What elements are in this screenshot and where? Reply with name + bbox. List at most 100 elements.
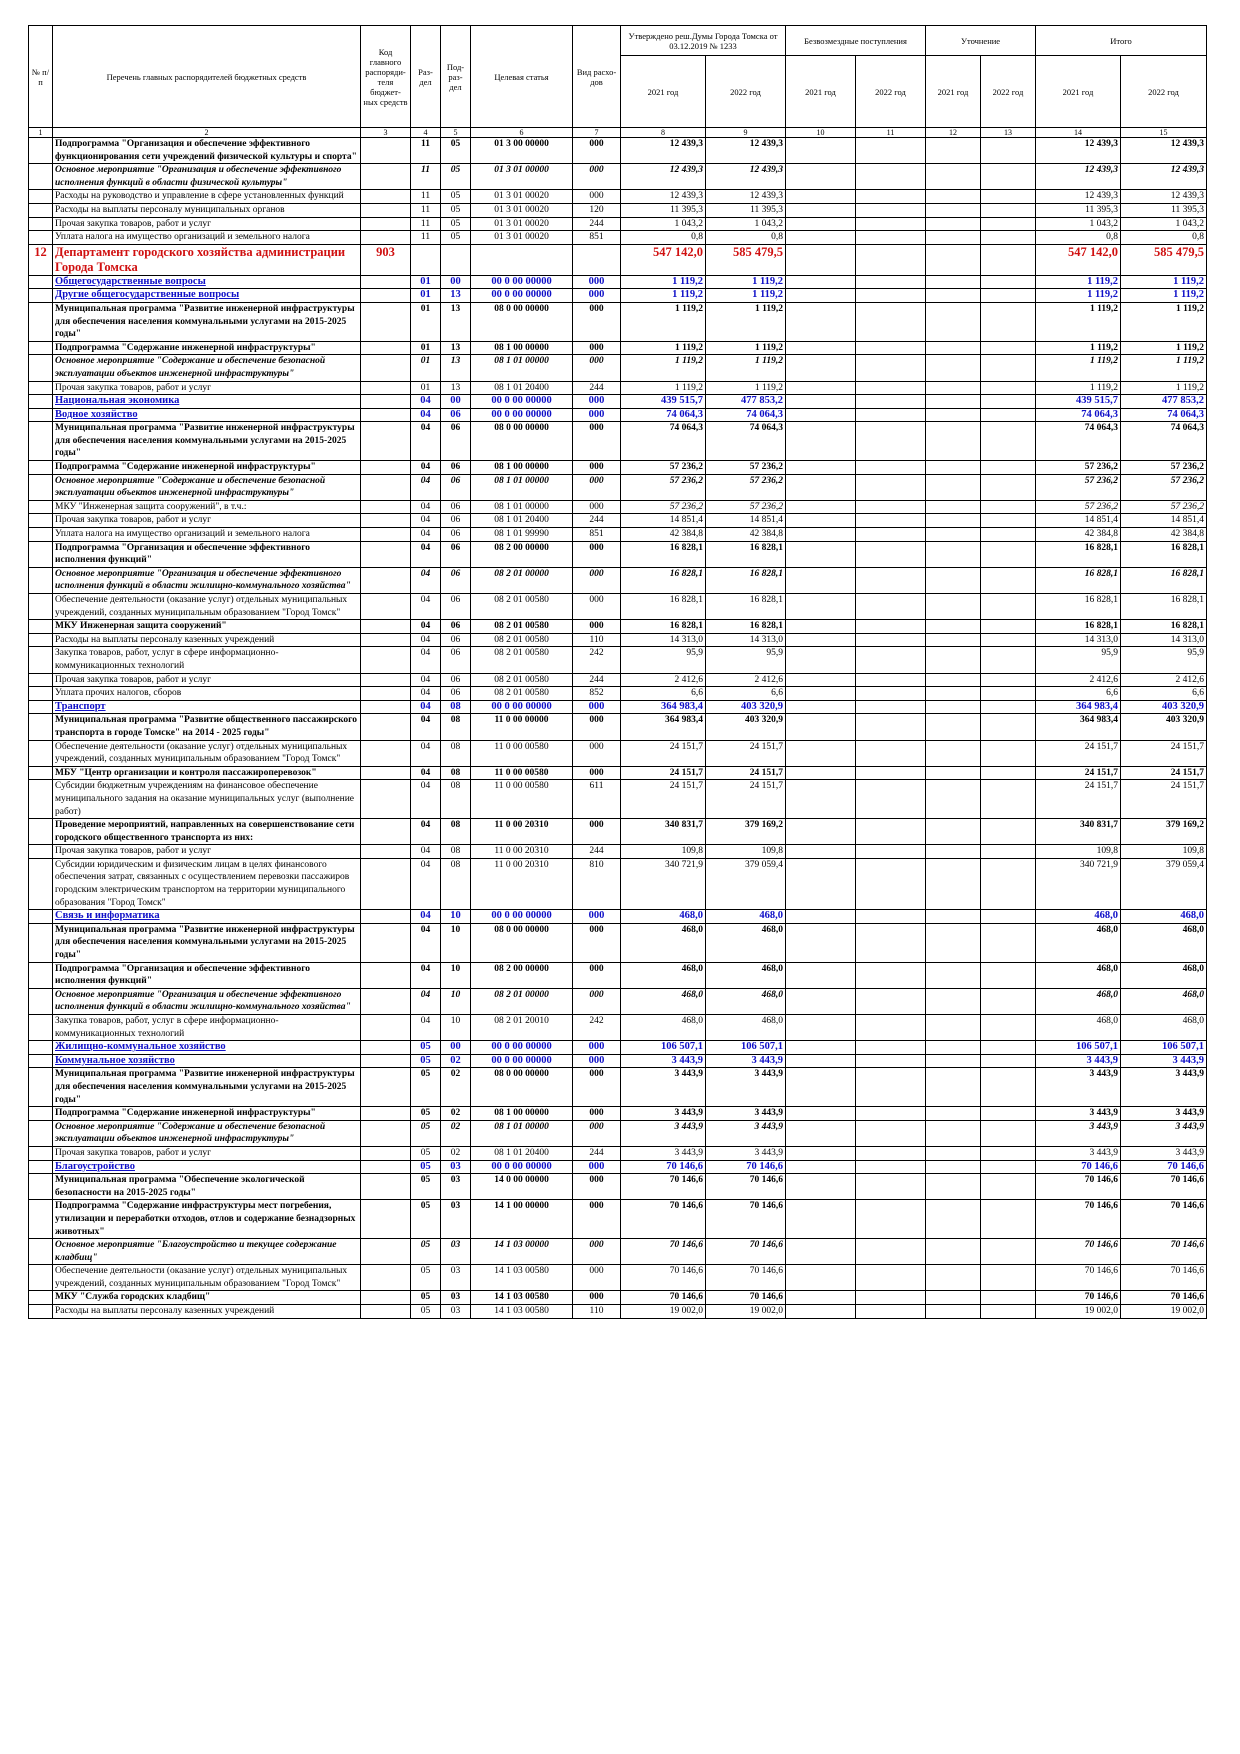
table-row: Водное хозяйство 04 06 00 0 00 00000 000 74 0… — [28, 407, 1208, 423]
row-number — [28, 1173, 53, 1201]
expense-type: 000 — [572, 460, 621, 475]
expense-type: 000 — [572, 1290, 621, 1306]
podrazdel: 03 — [440, 1290, 471, 1306]
razdel: 04 — [410, 592, 441, 621]
row-number — [28, 499, 53, 515]
podrazdel: 06 — [440, 527, 471, 542]
approved-2022: 12 439,3 — [704, 136, 787, 165]
column-number: 6 — [470, 127, 573, 138]
target-article: 08 1 00 00000 — [470, 460, 573, 475]
empty-cell — [980, 818, 1037, 846]
podrazdel: 06 — [440, 592, 471, 621]
target-article: 01 3 00 00000 — [470, 136, 573, 165]
empty-cell — [855, 380, 927, 396]
approved-2022: 70 146,6 — [704, 1264, 787, 1292]
podrazdel: 05 — [440, 202, 471, 218]
empty-cell — [855, 340, 927, 356]
empty-cell — [855, 1238, 927, 1266]
empty-cell — [855, 987, 927, 1016]
total-2022: 24 151,7 — [1120, 765, 1208, 781]
total-2021: 70 146,6 — [1035, 1238, 1122, 1266]
razdel: 04 — [410, 407, 441, 423]
expense-type: 000 — [572, 1264, 621, 1292]
row-name: Национальная экономика — [52, 394, 361, 409]
table-row: Коммунальное хозяйство 05 02 00 0 00 00000 0… — [28, 1053, 1208, 1069]
approved-2021: 364 983,4 — [620, 699, 706, 715]
row-name: Связь и информатика — [52, 909, 361, 924]
empty-cell — [925, 407, 982, 423]
empty-cell — [785, 301, 857, 342]
empty-cell — [785, 632, 857, 648]
empty-cell — [980, 216, 1037, 232]
table-row: Основное мероприятие "Организация и обес… — [28, 163, 1208, 191]
empty-cell — [925, 460, 982, 475]
row-number — [28, 844, 53, 859]
empty-cell — [855, 619, 927, 634]
empty-cell — [855, 274, 927, 290]
expense-type: 000 — [572, 1173, 621, 1201]
empty-cell — [925, 686, 982, 701]
razdel: 04 — [410, 844, 441, 859]
code — [360, 540, 411, 568]
row-number — [28, 713, 53, 741]
total-2022: 11 395,3 — [1120, 202, 1208, 218]
row-number — [28, 473, 53, 501]
target-article: 00 0 00 00000 — [470, 394, 573, 409]
total-2022: 57 236,2 — [1120, 473, 1208, 501]
razdel: 05 — [410, 1173, 441, 1201]
expense-type: 000 — [572, 1238, 621, 1266]
empty-cell — [925, 163, 982, 191]
approved-2022: 1 119,2 — [704, 274, 787, 290]
target-article: 14 0 00 00000 — [470, 1173, 573, 1201]
podrazdel — [440, 243, 471, 276]
expense-type: 000 — [572, 473, 621, 501]
target-article: 08 1 01 20400 — [470, 1145, 573, 1161]
razdel: 04 — [410, 909, 441, 924]
row-number — [28, 1145, 53, 1161]
header-year: 2022 год — [980, 55, 1037, 128]
expense-type: 000 — [572, 407, 621, 423]
total-2021: 340 721,9 — [1035, 857, 1122, 911]
razdel: 04 — [410, 540, 441, 568]
empty-cell — [980, 540, 1037, 568]
empty-cell — [785, 961, 857, 989]
code — [360, 1173, 411, 1201]
code — [360, 987, 411, 1016]
header-cell: Целевая статья — [470, 25, 573, 128]
code — [360, 699, 411, 715]
empty-cell — [925, 394, 982, 409]
total-2021: 74 064,3 — [1035, 421, 1122, 462]
empty-cell — [855, 136, 927, 165]
header-year: 2021 год — [620, 55, 706, 128]
code — [360, 288, 411, 303]
empty-cell — [925, 1304, 982, 1319]
razdel: 05 — [410, 1159, 441, 1175]
target-article: 11 0 00 00580 — [470, 779, 573, 820]
total-2021: 24 151,7 — [1035, 739, 1122, 767]
header-group: Безвозмездные поступления — [785, 25, 927, 56]
razdel: 01 — [410, 340, 441, 356]
row-name: Муниципальная программа "Развитие инжене… — [52, 301, 361, 342]
approved-2021: 11 395,3 — [620, 202, 706, 218]
empty-cell — [785, 646, 857, 674]
podrazdel: 02 — [440, 1119, 471, 1147]
target-article: 08 1 00 00000 — [470, 340, 573, 356]
row-name: Обеспечение деятельности (оказание услуг… — [52, 1264, 361, 1292]
podrazdel: 08 — [440, 844, 471, 859]
podrazdel: 00 — [440, 274, 471, 290]
total-2021: 3 443,9 — [1035, 1053, 1122, 1069]
approved-2022: 70 146,6 — [704, 1290, 787, 1306]
approved-2021: 1 043,2 — [620, 216, 706, 232]
empty-cell — [785, 1145, 857, 1161]
empty-cell — [855, 1106, 927, 1121]
total-2021: 468,0 — [1035, 922, 1122, 963]
approved-2021: 57 236,2 — [620, 460, 706, 475]
empty-cell — [785, 1053, 857, 1069]
code — [360, 1067, 411, 1108]
table-row: Подпрограмма "Содержание инженерной инфр… — [28, 1106, 1208, 1121]
approved-2021: 74 064,3 — [620, 407, 706, 423]
empty-cell — [855, 1199, 927, 1240]
table-row: Обеспечение деятельности (оказание услуг… — [28, 1264, 1208, 1292]
row-name: Основное мероприятие "Благоустройство и … — [52, 1238, 361, 1266]
target-article: 08 2 00 00000 — [470, 540, 573, 568]
